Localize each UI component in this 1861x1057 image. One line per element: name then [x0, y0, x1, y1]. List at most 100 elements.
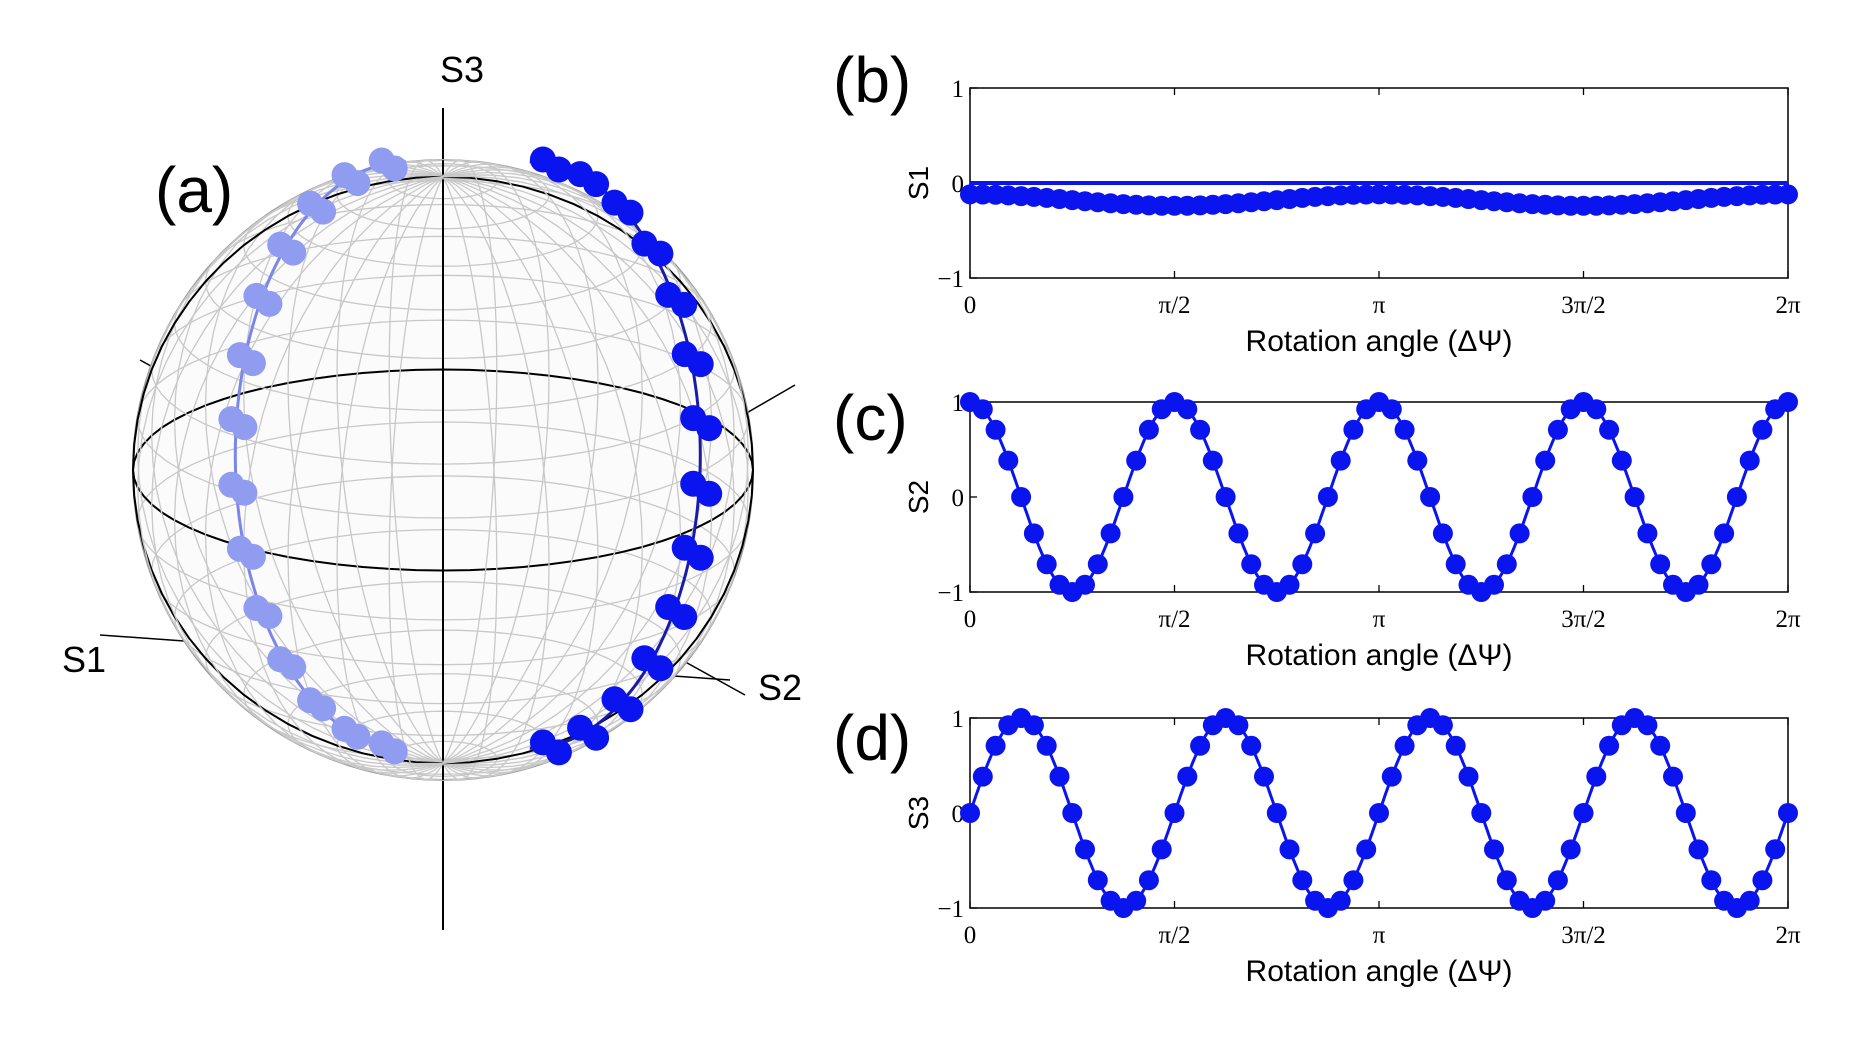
sphere-point-back	[381, 738, 408, 765]
data-point	[1279, 574, 1300, 595]
data-point	[1611, 450, 1632, 471]
data-point	[1317, 487, 1338, 507]
data-point	[1739, 450, 1760, 471]
sphere-longitude	[243, 166, 643, 774]
data-point	[1599, 735, 1620, 756]
data-point	[1547, 870, 1568, 891]
data-point	[1279, 839, 1300, 860]
y-tick-label: 1	[952, 76, 965, 103]
sphere-point-back	[344, 723, 371, 750]
data-point	[1752, 419, 1773, 440]
data-point	[1765, 839, 1786, 860]
data-point	[1190, 419, 1211, 440]
data-point	[1087, 870, 1108, 891]
data-point	[1100, 523, 1121, 544]
sphere-point-front	[545, 739, 572, 766]
data-point	[1343, 870, 1364, 891]
sphere-point-front	[647, 655, 674, 682]
sphere-point-front	[617, 696, 644, 723]
y-tick-label: 1	[952, 390, 965, 417]
s1-axis-label: S1	[62, 639, 106, 680]
y-tick-label: −1	[937, 580, 964, 607]
data-point	[1637, 523, 1658, 544]
data-point	[1381, 399, 1402, 420]
x-axis-label: Rotation angle (ΔΨ)	[1246, 639, 1513, 672]
data-point	[1241, 735, 1262, 756]
x-tick-label: π/2	[1158, 922, 1190, 949]
data-point	[1126, 890, 1147, 911]
data-point	[1330, 890, 1351, 911]
data-point	[1778, 184, 1798, 205]
data-point	[1714, 523, 1735, 544]
sphere-point-back	[239, 543, 266, 570]
data-point	[972, 399, 993, 420]
y-tick-label: −1	[937, 266, 964, 293]
data-point	[1394, 735, 1415, 756]
data-point	[1509, 523, 1530, 544]
data-point	[1177, 399, 1198, 420]
data-point	[1586, 399, 1607, 420]
sphere-point-front	[687, 351, 714, 378]
data-point	[960, 803, 980, 823]
sphere-point-back	[231, 414, 258, 441]
x-tick-label: 0	[964, 606, 977, 633]
data-point	[972, 766, 993, 787]
panel-label-b: (b)	[833, 44, 911, 116]
data-point	[1458, 766, 1479, 787]
sphere-longitude	[336, 161, 550, 779]
x-tick-label: π/2	[1158, 606, 1190, 633]
data-point	[1113, 487, 1134, 507]
data-point	[1228, 523, 1249, 544]
data-point	[1190, 735, 1211, 756]
panel-a-poincare-sphere: (a) S3 S1 S2	[62, 49, 802, 930]
sphere-point-front	[671, 604, 698, 630]
data-point	[1484, 574, 1504, 595]
data-point	[1420, 487, 1441, 507]
data-point	[1241, 554, 1262, 575]
x-tick-label: 2π	[1775, 606, 1801, 633]
x-tick-label: 3π/2	[1561, 606, 1606, 633]
data-point	[1292, 870, 1313, 891]
data-point	[1778, 392, 1798, 412]
x-tick-label: π	[1373, 922, 1386, 949]
sphere-point-back	[310, 695, 337, 722]
data-point	[1151, 839, 1172, 860]
x-tick-label: 2π	[1775, 292, 1801, 319]
data-point	[1381, 766, 1402, 787]
data-point	[1599, 419, 1620, 440]
sphere-data-points	[218, 146, 723, 766]
data-point	[1547, 419, 1568, 440]
data-point	[985, 735, 1006, 756]
data-point	[1330, 450, 1351, 471]
sphere-point-front	[545, 156, 572, 183]
data-point	[1445, 554, 1466, 575]
sphere-point-front	[696, 480, 723, 507]
data-point	[1432, 523, 1453, 544]
data-point	[1049, 766, 1070, 787]
x-tick-label: 0	[964, 292, 977, 319]
data-point	[1023, 715, 1044, 736]
data-point	[1138, 870, 1159, 891]
y-axis-label: S2	[903, 480, 934, 514]
data-point	[1484, 839, 1504, 860]
data-point	[1650, 554, 1671, 575]
data-point	[1343, 419, 1364, 440]
data-point	[1778, 803, 1798, 823]
sphere-point-back	[344, 170, 371, 197]
x-axis-label: Rotation angle (ΔΨ)	[1246, 955, 1513, 988]
data-point	[1369, 803, 1389, 823]
data-point	[985, 419, 1006, 440]
data-point	[1471, 803, 1492, 823]
sphere-point-back	[256, 290, 283, 317]
sphere-wireframe	[131, 159, 755, 781]
data-point	[1637, 715, 1658, 736]
data-point	[1688, 574, 1709, 595]
x-tick-label: π	[1373, 606, 1386, 633]
data-point	[1739, 890, 1760, 911]
data-point	[1215, 487, 1236, 507]
sphere-longitude	[173, 171, 713, 769]
data-point	[1407, 450, 1428, 471]
sphere-point-front	[647, 240, 674, 267]
